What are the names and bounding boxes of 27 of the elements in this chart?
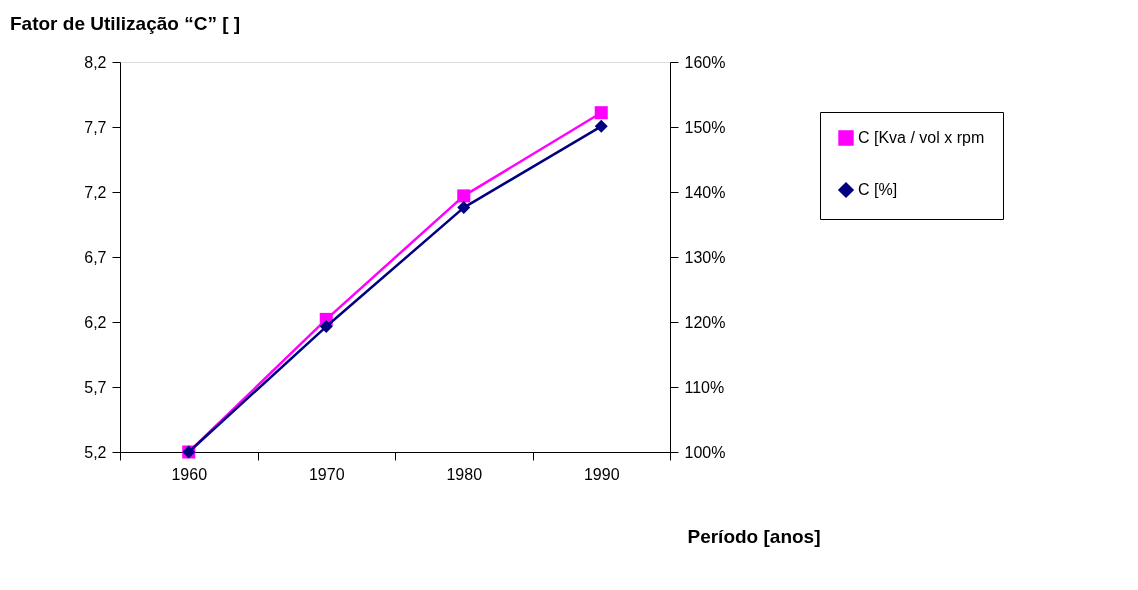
y2-tick-label: 140%	[684, 183, 726, 201]
y2-tick-label: 160%	[684, 53, 726, 71]
y-tick-label: 7,2	[84, 183, 107, 201]
y-tick-label: 8,2	[84, 53, 107, 71]
x-tick-label: 1960	[171, 465, 208, 483]
y2-tick-label: 110%	[684, 378, 725, 396]
point	[594, 106, 608, 120]
point	[457, 201, 471, 215]
y2-tick-label: 120%	[684, 313, 726, 331]
y2-tick-label: 150%	[684, 118, 726, 136]
y-tick-label: 6,2	[84, 313, 107, 331]
x-tick-label: 1980	[446, 465, 483, 483]
y-tick-label: 5,2	[84, 443, 107, 461]
x-axis-title: Período [anos]	[687, 525, 821, 547]
point	[457, 189, 471, 203]
chart-title: Fator de Utilização “C” [ ]	[10, 13, 241, 34]
y2-tick-label: 130%	[684, 248, 726, 266]
x-tick-label: 1970	[308, 465, 345, 483]
point	[594, 119, 608, 133]
y2-tick-label: 100%	[684, 443, 726, 461]
point	[319, 320, 333, 334]
legend-label: C [Kva / vol x rpm	[858, 129, 985, 146]
y-tick-label: 6,7	[84, 248, 107, 266]
y-tick-label: 7,7	[84, 118, 107, 136]
y-tick-label: 5,7	[84, 378, 107, 396]
legend-label: C [%]	[858, 181, 898, 198]
x-tick-label: 1990	[583, 465, 620, 483]
